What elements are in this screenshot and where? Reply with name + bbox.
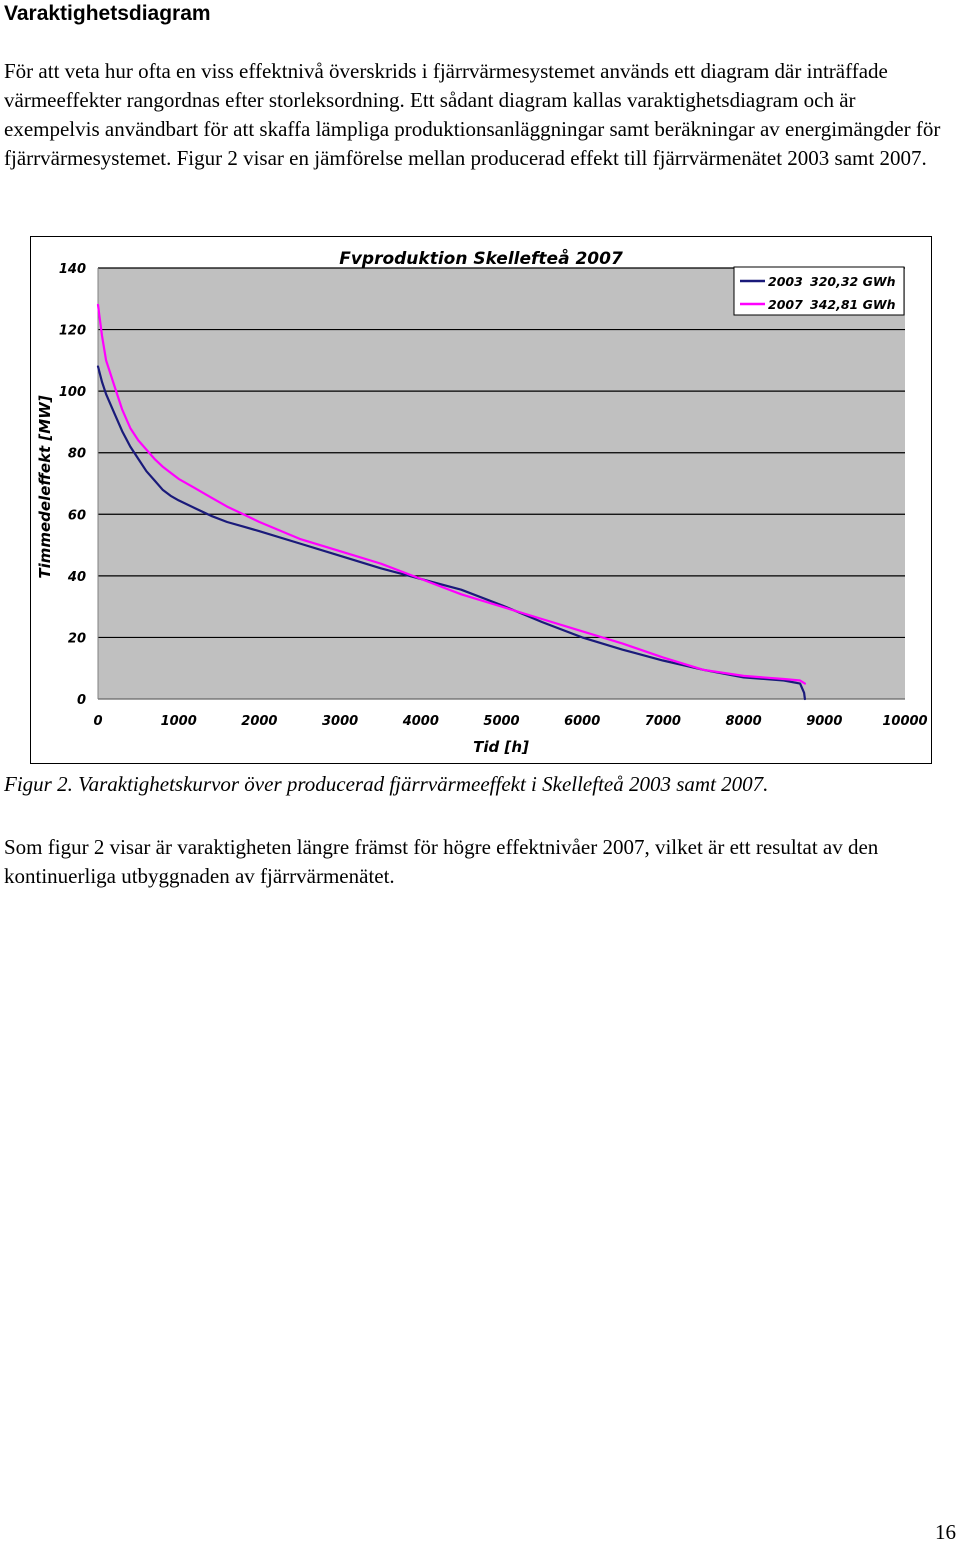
- x-tick-label-6000: 6000: [564, 714, 600, 729]
- legend-label-2007: 2007: [768, 297, 803, 312]
- x-tick-label-5000: 5000: [483, 714, 519, 729]
- figure-caption: Figur 2. Varaktighetskurvor över produce…: [4, 772, 769, 796]
- y-tick-label-140: 140: [59, 262, 86, 277]
- x-tick-label-8000: 8000: [726, 714, 762, 729]
- x-tick-label-4000: 4000: [402, 714, 439, 729]
- y-tick-label-0: 0: [77, 693, 86, 708]
- conclusion-paragraph: Som figur 2 visar är varaktigheten längr…: [4, 835, 879, 888]
- section-heading: Varaktighetsdiagram: [4, 2, 211, 25]
- y-tick-label-80: 80: [68, 447, 86, 462]
- chart-title: Fvproduktion Skellefteå 2007: [339, 248, 623, 269]
- x-tick-label-10000: 10000: [882, 714, 927, 729]
- y-tick-label-20: 20: [68, 631, 86, 646]
- page-number: 16: [935, 1520, 956, 1544]
- x-tick-label-7000: 7000: [645, 714, 681, 729]
- y-tick-label-40: 40: [67, 570, 86, 585]
- y-tick-label-120: 120: [59, 324, 86, 339]
- chart-frame: 0 20 40 60 80 100 120 140 0 1000 2000 3000 4000 5000 6…: [30, 236, 932, 764]
- y-axis-label: Timmedeleffekt [MW]: [36, 395, 54, 578]
- series-line-2007: [96, 303, 807, 685]
- plot-area: [98, 268, 905, 699]
- x-tick-label-9000: 9000: [806, 714, 842, 729]
- x-tick-label-2000: 2000: [241, 714, 277, 729]
- y-tick-label-100: 100: [59, 385, 86, 400]
- legend-label-2003: 2003: [768, 274, 803, 289]
- intro-paragraph: För att veta hur ofta en viss effektnivå…: [4, 59, 941, 170]
- legend: 2003 320,32 GWh 2007 342,81 GWh: [733, 266, 905, 316]
- legend-value-2003: 320,32 GWh: [810, 274, 896, 289]
- x-tick-label-0: 0: [93, 714, 102, 729]
- x-tick-label-1000: 1000: [161, 714, 197, 729]
- y-tick-label-60: 60: [68, 508, 86, 523]
- legend-box: [733, 266, 905, 316]
- duration-chart: 0 20 40 60 80 100 120 140 0 1000 2000 3000 4000 5000 6…: [36, 248, 928, 756]
- x-tick-label-3000: 3000: [322, 714, 358, 729]
- x-axis-label: Tid [h]: [473, 738, 529, 756]
- legend-value-2007: 342,81 GWh: [810, 297, 896, 312]
